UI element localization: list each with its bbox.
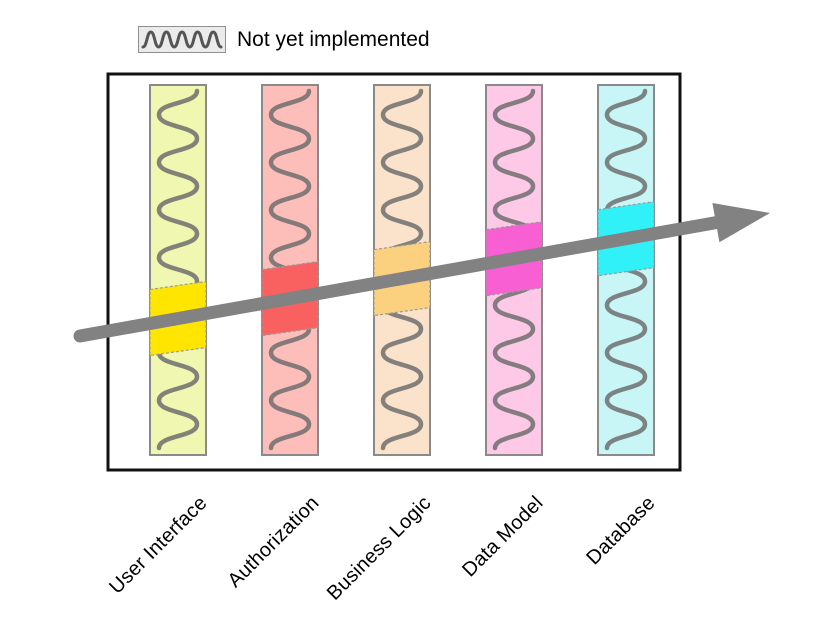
legend-label: Not yet implemented	[237, 27, 430, 51]
layer-bar-user-interface	[149, 84, 207, 456]
layer-bar-database	[597, 84, 655, 456]
arrow-shaft	[73, 216, 723, 343]
arrow-head-icon	[712, 203, 770, 243]
legend: Not yet implemented	[138, 26, 430, 53]
not-implemented-pattern-swatch	[138, 26, 226, 53]
squiggle-icon	[141, 30, 223, 49]
layer-bar-data-model	[485, 84, 543, 456]
progress-arrow	[73, 203, 770, 343]
layer-bar-authorization	[261, 84, 319, 456]
squiggle-pattern	[156, 88, 200, 451]
layer-bar-business-logic	[373, 84, 431, 456]
